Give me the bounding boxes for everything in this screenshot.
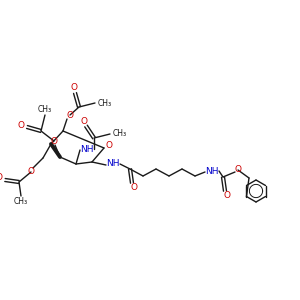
- Text: O: O: [28, 167, 34, 176]
- Text: O: O: [50, 136, 58, 146]
- Text: O: O: [67, 110, 73, 119]
- Text: O: O: [224, 191, 230, 200]
- Text: O: O: [106, 142, 112, 151]
- Text: O: O: [0, 173, 2, 182]
- Text: CH₃: CH₃: [14, 197, 28, 206]
- Text: O: O: [130, 184, 137, 193]
- Text: NH: NH: [205, 167, 219, 176]
- Text: CH₃: CH₃: [113, 130, 127, 139]
- Text: NH: NH: [106, 160, 120, 169]
- Text: O: O: [235, 166, 242, 175]
- Text: CH₃: CH₃: [98, 98, 112, 107]
- Text: O: O: [80, 116, 88, 125]
- Text: NH: NH: [80, 145, 94, 154]
- Text: O: O: [70, 83, 77, 92]
- Text: O: O: [17, 121, 25, 130]
- Text: CH₃: CH₃: [38, 104, 52, 113]
